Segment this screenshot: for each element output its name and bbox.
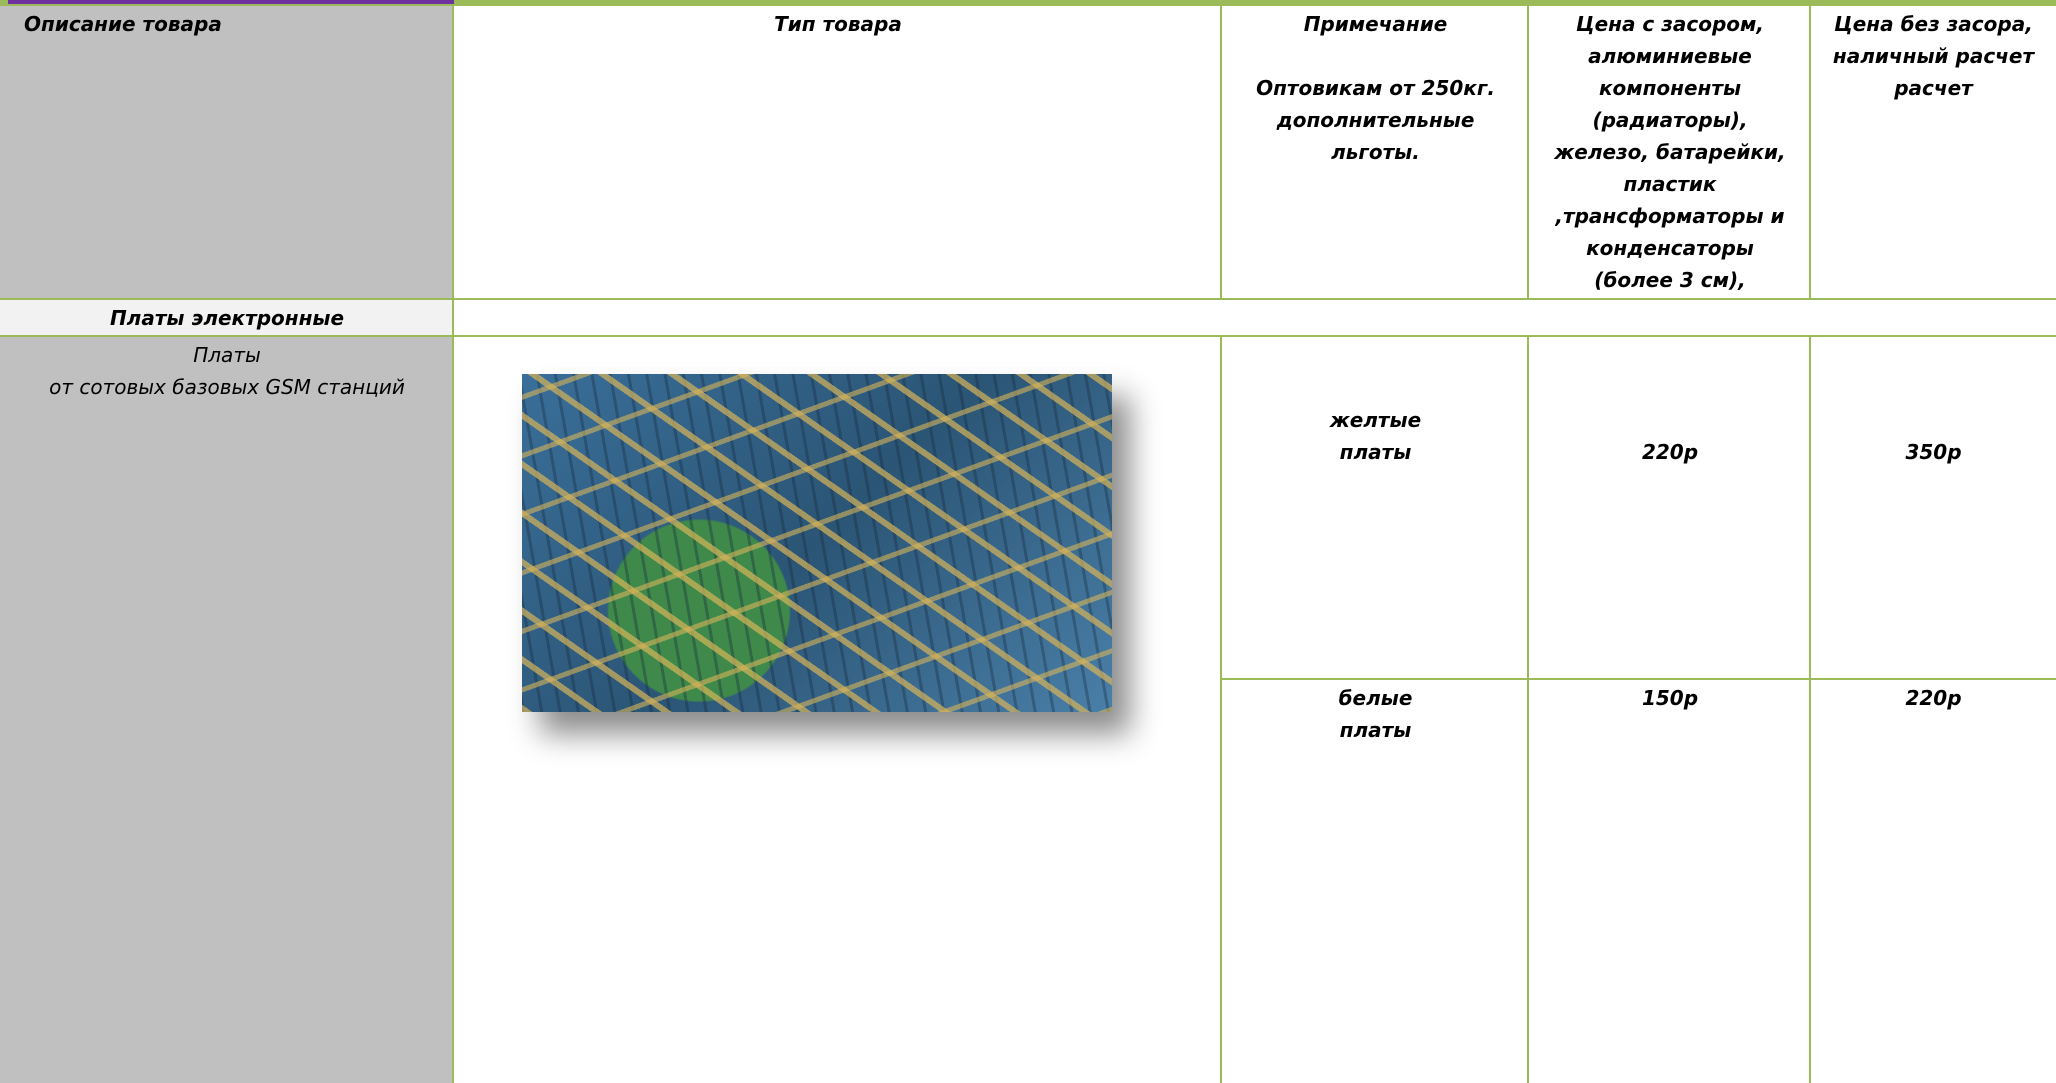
row-price: 220р <box>1641 440 1699 464</box>
top-bar <box>0 0 2056 6</box>
section-cell <box>454 300 2056 337</box>
top-accent <box>8 0 454 4</box>
item-cell <box>0 337 454 1083</box>
circuit-boards-photo <box>522 374 1112 712</box>
row-price: 350р <box>1905 440 1962 464</box>
header-cell <box>1529 6 1811 300</box>
row-cell <box>1811 680 2056 1083</box>
row-cell <box>1529 337 1811 680</box>
header-text: Цена без засора, наличный расчет расчет <box>1832 12 2035 100</box>
header-cell <box>1811 6 2056 300</box>
row-cell <box>1529 680 1811 1083</box>
header-cell <box>1222 6 1529 300</box>
header-text: Цена с засором, алюминиевые компоненты (… <box>1554 12 1786 292</box>
row-price: 220р <box>1905 686 1962 710</box>
section-title: Платы электронные <box>109 306 345 330</box>
header-text: Описание товара <box>24 12 222 36</box>
row-cell <box>1222 680 1529 1083</box>
header-cell <box>454 6 1222 300</box>
image-cell <box>454 337 1222 1083</box>
header-text: Примечание Оптовикам от 250кг. дополните… <box>1256 12 1495 164</box>
header-cell <box>0 6 454 300</box>
section-cell <box>0 300 454 337</box>
row-type: желтые платы <box>1329 408 1422 464</box>
row-cell <box>1222 337 1529 680</box>
row-type: белые платы <box>1338 686 1413 742</box>
item-description: Платы от сотовых базовых GSM станций <box>49 343 405 399</box>
header-text: Тип товара <box>774 12 902 36</box>
row-price: 150р <box>1641 686 1699 710</box>
row-cell <box>1811 337 2056 680</box>
